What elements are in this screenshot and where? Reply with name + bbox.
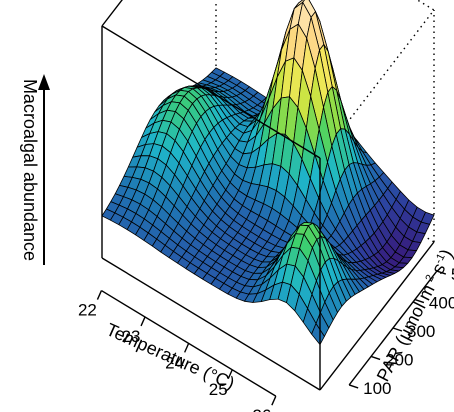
z-axis-label-group: Macroalgal abundance	[20, 74, 50, 265]
x-tick-mark	[140, 316, 146, 327]
box-edge-back-top	[416, 0, 435, 11]
x-tick-label: 24	[165, 353, 184, 372]
y-tick-label: 100	[363, 379, 391, 398]
surface-facet	[311, 323, 325, 346]
y-tick-mark	[348, 384, 359, 389]
x-axis-title: Temperature (°C)	[103, 319, 237, 393]
x-tick-label: 26	[252, 406, 271, 412]
box-edge-front-floor	[101, 257, 321, 391]
x-tick-mark	[227, 369, 233, 380]
box-edge-top-left	[101, 0, 123, 27]
y-axis-title-sup2: -1	[433, 252, 448, 266]
y-tick-label: 500	[451, 265, 454, 284]
y-tick-mark	[436, 270, 447, 275]
z-axis-label: Macroalgal abundance	[20, 79, 40, 261]
y-tick-label: 200	[385, 350, 413, 369]
z-axis-arrowhead	[38, 74, 50, 90]
x-tick-label: 25	[209, 380, 228, 399]
surface-mesh	[101, 0, 435, 346]
y-tick-mark	[392, 327, 403, 332]
par-axis: 100 200 300 400 500	[348, 265, 454, 398]
x-tick-mark	[271, 395, 277, 406]
box-edge-right-floor	[319, 241, 435, 391]
x-tick-label: 23	[122, 327, 141, 346]
y-tick-label: 400	[429, 294, 454, 313]
y-axis-title-sup1: -2	[422, 273, 437, 287]
x-tick-mark	[96, 290, 103, 300]
y-tick-mark	[414, 298, 425, 304]
y-axis-line	[348, 270, 438, 386]
y-tick-mark	[370, 355, 381, 361]
box-front-edges	[101, 25, 435, 391]
y-tick-label: 300	[407, 322, 435, 341]
x-tick-label: 22	[78, 301, 97, 320]
temperature-axis: 22 23 24 25 26	[78, 289, 277, 412]
x-tick-mark	[184, 343, 190, 353]
box-edge-front-top	[101, 25, 321, 159]
x-axis-line	[101, 289, 277, 397]
